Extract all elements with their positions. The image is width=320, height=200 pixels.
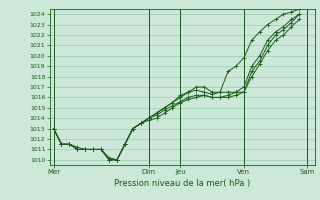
X-axis label: Pression niveau de la mer( hPa ): Pression niveau de la mer( hPa ) <box>114 179 251 188</box>
